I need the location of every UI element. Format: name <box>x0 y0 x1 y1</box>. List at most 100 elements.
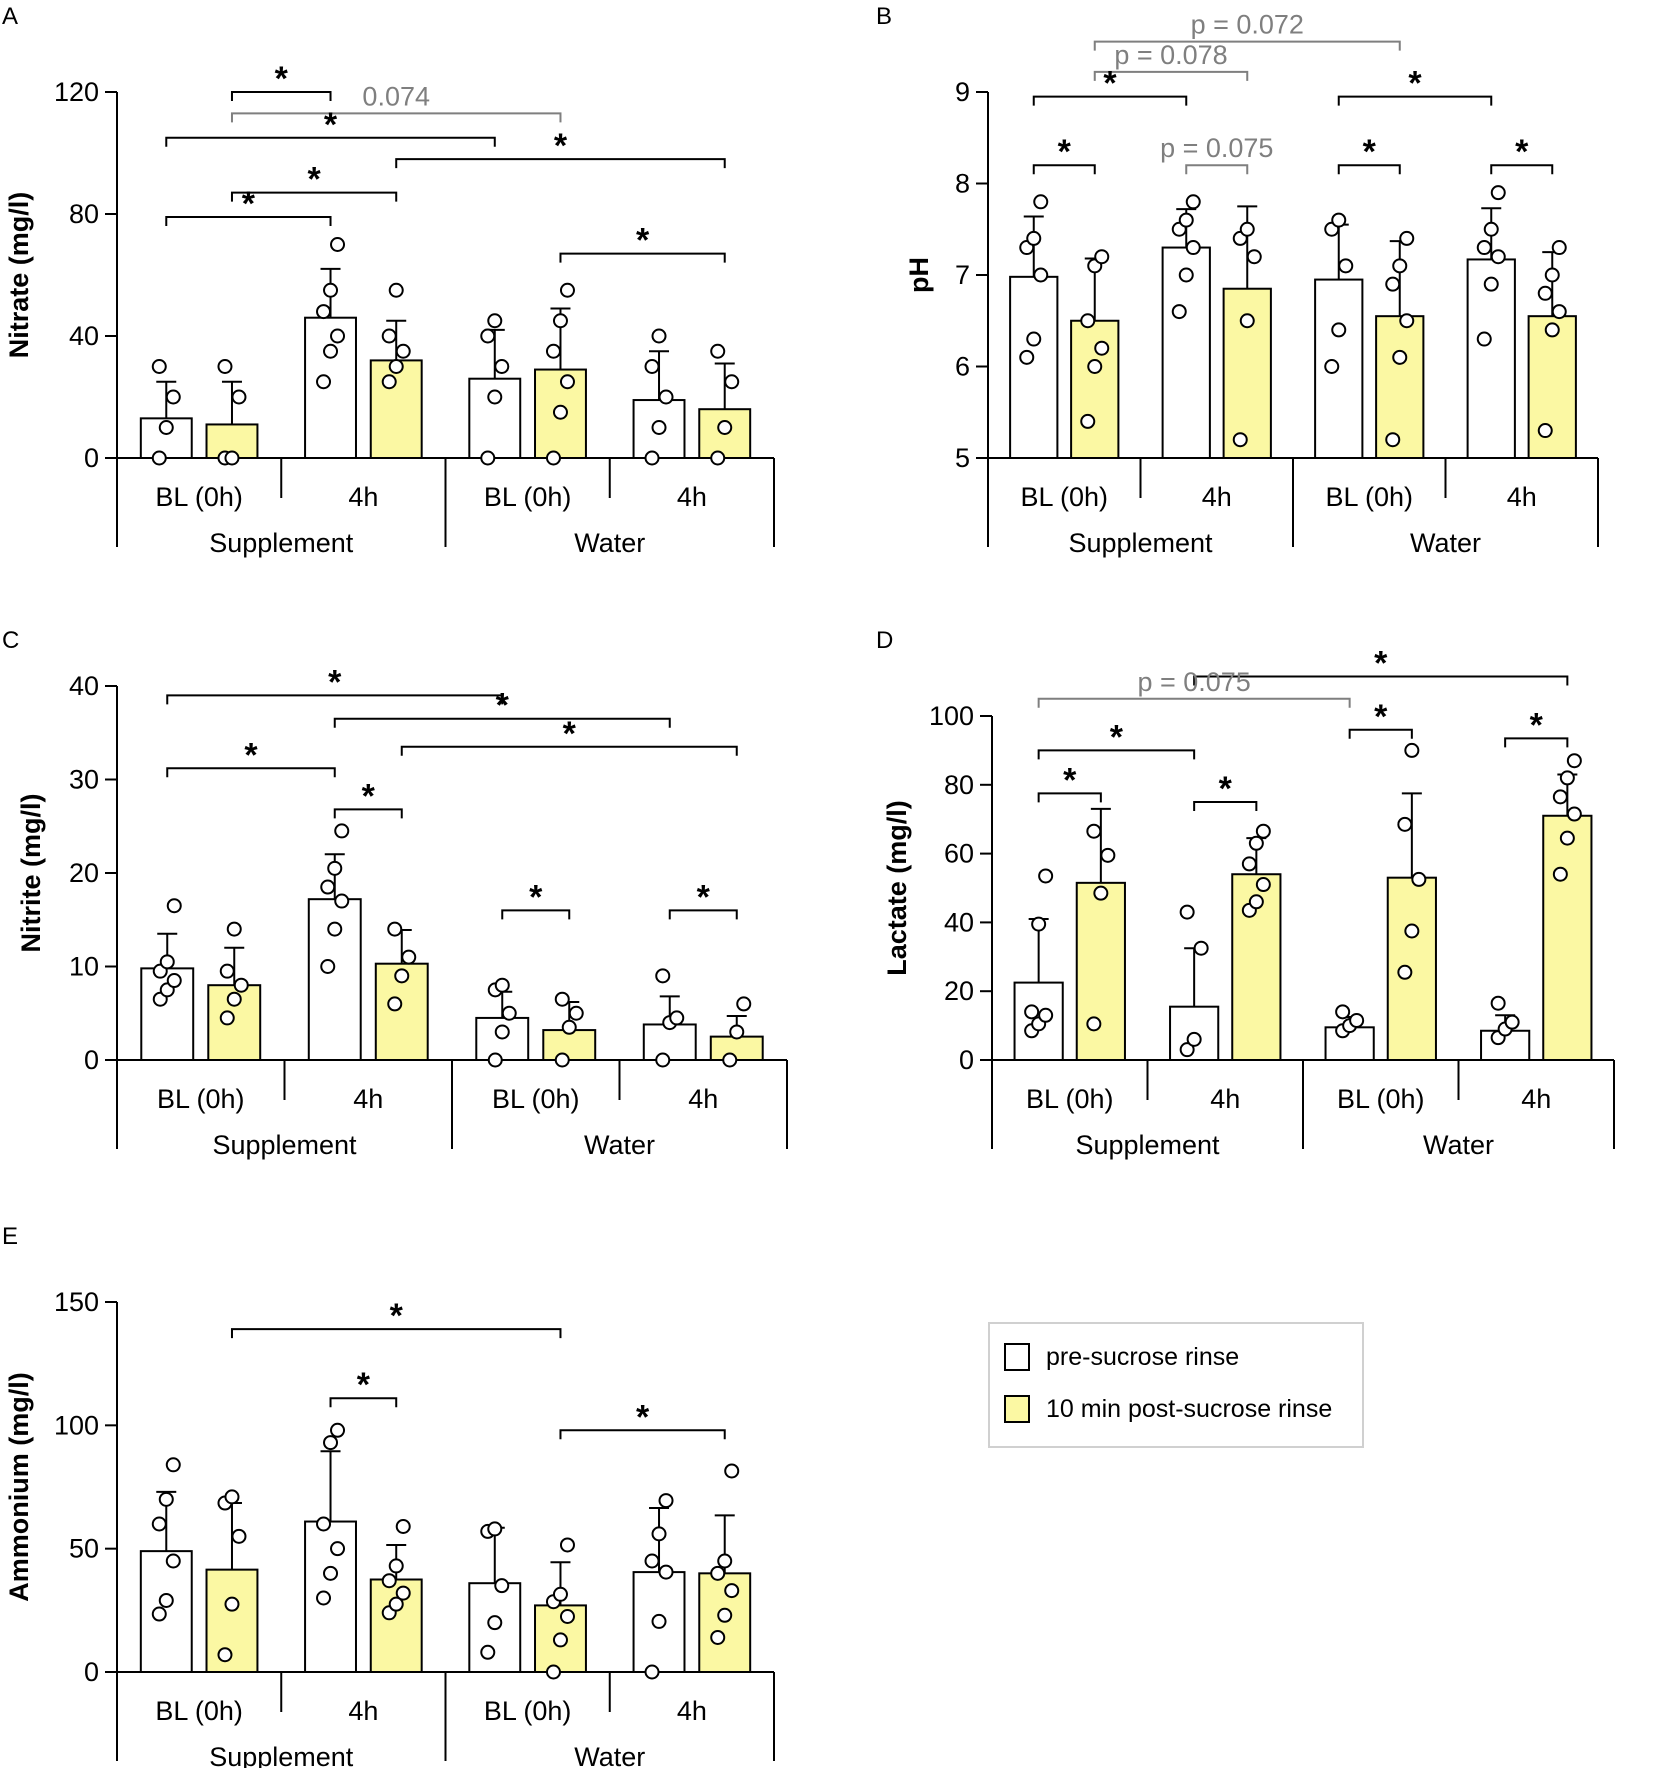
data-point <box>559 282 575 298</box>
data-point <box>1404 923 1420 939</box>
data-point <box>1490 249 1506 265</box>
panel-letter: E <box>2 1223 18 1250</box>
data-point <box>388 359 404 374</box>
data-point <box>1331 212 1347 228</box>
data-point <box>644 359 660 374</box>
significance-star: * <box>636 1398 650 1436</box>
significance-star: * <box>1374 644 1388 682</box>
comparison-bracket <box>559 1429 726 1440</box>
p-value-label: 0.074 <box>362 81 430 111</box>
comparison-bracket <box>165 136 496 147</box>
x-tick-label: 4h <box>677 482 707 512</box>
data-point <box>327 860 343 876</box>
y-axis-label: Nitrate (mg/l) <box>4 192 34 359</box>
group-label: Supplement <box>209 528 354 558</box>
legend-item-pre: pre-sucrose rinse <box>1004 1340 1239 1374</box>
data-point <box>226 991 242 1007</box>
y-tick-label: 20 <box>944 976 974 1006</box>
data-point <box>710 1565 726 1581</box>
data-point <box>651 1613 667 1629</box>
data-point <box>166 898 182 914</box>
significance-star: * <box>496 687 510 725</box>
data-point <box>1193 940 1209 956</box>
y-tick-label: 100 <box>54 1410 99 1440</box>
data-point <box>334 823 350 839</box>
data-point <box>1080 413 1096 429</box>
data-point <box>644 450 660 466</box>
significance-star: * <box>324 106 338 144</box>
data-point <box>658 389 674 405</box>
x-tick-label: 4h <box>1202 482 1232 512</box>
y-axis-label: Ammonium (mg/l) <box>4 1372 34 1602</box>
significance-star: * <box>390 1297 404 1335</box>
data-point <box>165 389 181 405</box>
data-point <box>559 1609 575 1624</box>
x-tick-label: BL (0h) <box>155 482 243 512</box>
y-tick-label: 0 <box>84 443 99 473</box>
data-point <box>717 1553 733 1569</box>
y-tick-label: 10 <box>69 952 99 982</box>
x-tick-label: 4h <box>1521 1084 1551 1114</box>
data-point <box>545 343 561 359</box>
data-point <box>1490 995 1506 1011</box>
data-point <box>1026 230 1042 246</box>
data-point <box>554 991 570 1007</box>
data-point <box>710 343 726 359</box>
data-point <box>1239 313 1255 329</box>
data-point <box>217 1647 233 1663</box>
data-point <box>658 1493 674 1509</box>
data-point <box>501 1005 517 1021</box>
significance-star: * <box>242 185 256 223</box>
data-point <box>327 921 343 937</box>
data-point <box>231 1528 247 1544</box>
data-point <box>1087 359 1103 374</box>
data-point <box>644 1553 660 1569</box>
data-point <box>401 949 417 965</box>
comparison-bracket <box>1032 95 1188 106</box>
data-point <box>710 1629 726 1645</box>
y-tick-label: 40 <box>69 671 99 701</box>
significance-star: * <box>1530 706 1544 744</box>
panel-e: E Ammonium (mg/l) 0 50 100 150 BL (0h) 4h Supple… <box>2 1223 775 1768</box>
comparison-bracket <box>1193 675 1569 686</box>
data-point <box>1552 789 1568 805</box>
data-point <box>381 1573 397 1589</box>
y-tick-label: 50 <box>69 1534 99 1564</box>
data-point <box>480 450 496 466</box>
significance-star: * <box>275 60 289 98</box>
data-point <box>165 1553 181 1569</box>
comparison-bracket <box>1037 749 1196 760</box>
y-axis-label: Lactate (mg/l) <box>882 800 912 976</box>
significance-star: * <box>1408 65 1422 103</box>
data-point <box>323 1435 339 1451</box>
data-point <box>1483 221 1499 237</box>
significance-star: * <box>1063 761 1077 799</box>
data-point <box>554 1052 570 1068</box>
y-tick-label: 9 <box>955 77 970 107</box>
data-point <box>1100 847 1116 863</box>
x-tick-label: 4h <box>348 1696 378 1726</box>
comparison-bracket <box>1490 164 1554 175</box>
significance-star: * <box>1515 133 1529 171</box>
data-point <box>480 1644 496 1660</box>
comparison-bracket <box>1348 728 1413 739</box>
data-point <box>1038 1007 1054 1023</box>
bar-post <box>369 359 423 459</box>
x-tick-label: BL (0h) <box>157 1084 245 1114</box>
comparison-bracket <box>501 909 571 920</box>
comparison-bracket <box>1093 40 1401 51</box>
data-point <box>1551 304 1567 320</box>
comparison-bracket <box>1032 164 1096 175</box>
data-point <box>334 893 350 909</box>
bar-pre <box>1466 258 1516 459</box>
data-point <box>1185 194 1201 210</box>
data-point <box>151 450 167 466</box>
comparison-bracket <box>559 252 726 263</box>
legend-item-post: 10 min post-sucrose rinse <box>1004 1392 1332 1426</box>
significance-star: * <box>529 878 543 916</box>
data-point <box>487 1521 503 1537</box>
legend-label-pre: pre-sucrose rinse <box>1046 1342 1240 1371</box>
data-point <box>1086 1016 1102 1032</box>
bar-post <box>1542 814 1593 1062</box>
